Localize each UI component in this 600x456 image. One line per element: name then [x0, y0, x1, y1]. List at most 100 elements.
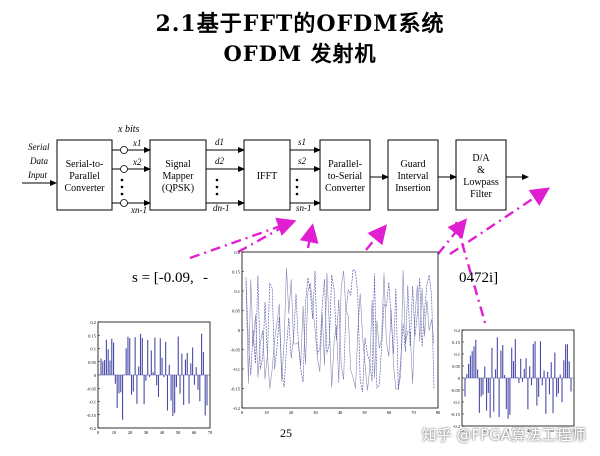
ytick-label: 0.05 — [452, 364, 461, 369]
block-s2p-line: Parallel — [69, 171, 100, 182]
x2-label: x2 — [132, 157, 142, 167]
ytick-label: 0.2 — [454, 328, 460, 333]
ytick-label: -0.15 — [87, 413, 97, 418]
ytick-label: -0.1 — [233, 367, 240, 372]
xtick-label: 10 — [460, 428, 465, 433]
xtick-label: 70 — [208, 430, 213, 435]
bits-label: x bits — [117, 124, 139, 135]
x1-label: x1 — [132, 138, 142, 148]
formula-left: s = [-0.09, — [132, 270, 194, 286]
dn-label: dn-1 — [213, 203, 230, 213]
watermark-text: 知乎 @FPGA算法工程师 — [421, 426, 586, 444]
d2-label: d2 — [215, 156, 225, 166]
xtick-label: 50 — [549, 428, 554, 433]
formula-right: 0472i] — [459, 270, 499, 286]
ytick-label: 0.15 — [88, 333, 97, 338]
ytick-label: -0.1 — [89, 400, 96, 405]
xtick-label: 30 — [505, 428, 510, 433]
ytick-label: -0.2 — [89, 426, 96, 431]
ytick-label: -0.05 — [87, 386, 97, 391]
ytick-label: 0.2 — [90, 320, 96, 325]
block-guard-line: Insertion — [395, 183, 431, 194]
annotation-arrows — [189, 187, 550, 327]
xtick-label: 0 — [241, 410, 244, 415]
xtick-label: 60 — [192, 430, 197, 435]
xtick-label: 10 — [112, 430, 117, 435]
sn-label: sn-1 — [296, 203, 312, 213]
block-ifft-line: IFFT — [257, 171, 278, 182]
xtick-label: 70 — [411, 410, 416, 415]
xtick-label: 50 — [176, 430, 181, 435]
ytick-label: -0.1 — [453, 400, 460, 405]
plot-right: 0.2 0.15 0.1 0.05 0 -0.05 -0.1 -0.15 -0.210 20 30 4… — [451, 328, 577, 433]
xtick-label: 20 — [128, 430, 133, 435]
ytick-label: -0.15 — [231, 387, 241, 392]
ytick-label: -0.15 — [451, 412, 461, 417]
block-guard-line: Guard — [401, 159, 426, 170]
block-mapper-line: Mapper — [162, 171, 194, 182]
block-s2p-line: Serial-to- — [66, 159, 104, 170]
block-p2s-line: to-Serial — [328, 171, 363, 182]
slide-title: 2.1基于FFT的OFDM系统 — [155, 11, 445, 37]
xtick-label: 0 — [97, 430, 100, 435]
d1-label: d1 — [215, 137, 224, 147]
block-p2s-line: Converter — [325, 183, 366, 194]
xtick-label: 30 — [313, 410, 318, 415]
ytick-label: -0.2 — [233, 406, 240, 411]
xtick-label: 30 — [144, 430, 149, 435]
ytick-label: 0 — [94, 373, 97, 378]
ytick-label: -0.2 — [453, 424, 460, 429]
ytick-label: -0.05 — [451, 388, 461, 393]
xtick-label: 40 — [338, 410, 343, 415]
block-mapper-line: Signal — [165, 159, 191, 170]
xtick-label: 40 — [527, 428, 532, 433]
ytick-label: 0.1 — [90, 347, 96, 352]
block-da-line: Lowpass — [463, 177, 499, 188]
block-da-line: & — [477, 165, 485, 176]
ytick-label: -0.05 — [231, 348, 241, 353]
page-number: 25 — [280, 426, 292, 440]
input-label-line1: Serial — [28, 142, 50, 152]
waveform-imag — [245, 268, 435, 393]
block-mapper-line: (QPSK) — [162, 183, 194, 194]
input-label-line3: Input — [27, 170, 47, 180]
ytick-label: 0.15 — [232, 270, 241, 275]
ytick-label: 0.15 — [452, 340, 461, 345]
slide-subtitle: OFDM 发射机 — [223, 41, 377, 66]
block-s2p-line: Converter — [65, 183, 106, 194]
ytick-label: 0.05 — [232, 309, 241, 314]
ytick-label: 0.2 — [234, 250, 240, 255]
block-p2s-line: Parallel- — [328, 159, 362, 170]
ytick-label: 0 — [238, 328, 241, 333]
xtick-label: 60 — [572, 428, 577, 433]
ytick-label: 0.1 — [454, 352, 460, 357]
ytick-label: 0.05 — [88, 360, 97, 365]
xn-label: xn-1 — [130, 205, 147, 215]
xtick-label: 20 — [289, 410, 294, 415]
xtick-label: 80 — [436, 410, 441, 415]
xtick-label: 20 — [482, 428, 487, 433]
plot-left: 0.20.150.10.050-0.05-0.1-0.15-0.20 10 20 30… — [87, 320, 213, 435]
xtick-label: 10 — [264, 410, 269, 415]
plot-center: 0.20.150.10.050-0.05-0.1-0.15-0.20 10 20 30… — [231, 250, 441, 415]
input-label-line2: Data — [29, 156, 49, 166]
xtick-label: 50 — [362, 410, 367, 415]
xtick-label: 40 — [160, 430, 165, 435]
xtick-label: 60 — [387, 410, 392, 415]
block-ifft: IFFT — [243, 139, 291, 211]
block-da-line: Filter — [470, 189, 492, 200]
block-guard-line: Interval — [397, 171, 428, 182]
ytick-label: 0.1 — [234, 289, 240, 294]
s2-label: s2 — [298, 156, 307, 166]
waveform-real — [245, 267, 435, 391]
block-da-line: D/A — [472, 153, 490, 164]
s1-label: s1 — [298, 137, 306, 147]
formula-dash: - — [203, 270, 208, 286]
ytick-label: 0 — [458, 376, 461, 381]
